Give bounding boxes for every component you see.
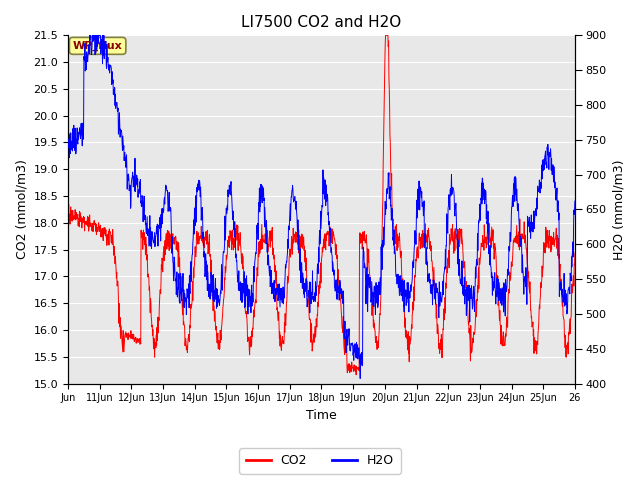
X-axis label: Time: Time <box>306 409 337 422</box>
Legend: CO2, H2O: CO2, H2O <box>239 448 401 474</box>
Text: WP_flux: WP_flux <box>73 41 122 51</box>
Title: LI7500 CO2 and H2O: LI7500 CO2 and H2O <box>241 15 401 30</box>
Y-axis label: CO2 (mmol/m3): CO2 (mmol/m3) <box>15 159 28 259</box>
Y-axis label: H2O (mmol/m3): H2O (mmol/m3) <box>612 159 625 260</box>
